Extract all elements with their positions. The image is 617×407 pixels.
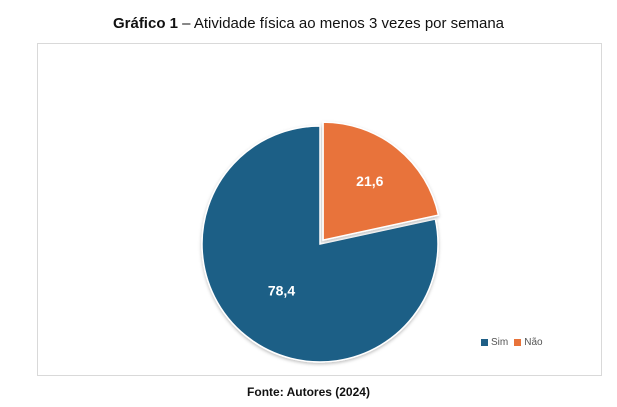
legend-swatch-sim xyxy=(481,339,488,346)
pie-slice-nao xyxy=(322,121,440,242)
figure-source: Fonte: Autores (2024) xyxy=(247,385,370,399)
legend-swatch-nao xyxy=(514,339,522,346)
chart-legend: Sim Não xyxy=(481,337,549,348)
pie-slice-sim xyxy=(201,125,439,363)
data-label-nao: 21,6 xyxy=(356,173,383,189)
caption-label: Gráfico 1 xyxy=(112,15,178,32)
pie-chart: 78,4 21,6 xyxy=(201,121,440,363)
caption-text: Atividade física ao menos 3 vezes por se… xyxy=(193,15,505,32)
chart-area: 78,4 21,6 Sim Não xyxy=(37,43,602,376)
caption-separator: – xyxy=(178,15,194,32)
legend-label-sim: Sim xyxy=(491,337,509,348)
data-label-sim: 78,4 xyxy=(268,282,295,298)
figure-caption: Gráfico 1 – Atividade física ao menos 3 … xyxy=(0,15,617,32)
legend-item-nao: Não xyxy=(514,337,543,348)
legend-label-nao: Não xyxy=(524,337,543,348)
legend-item-sim: Sim xyxy=(481,337,508,348)
